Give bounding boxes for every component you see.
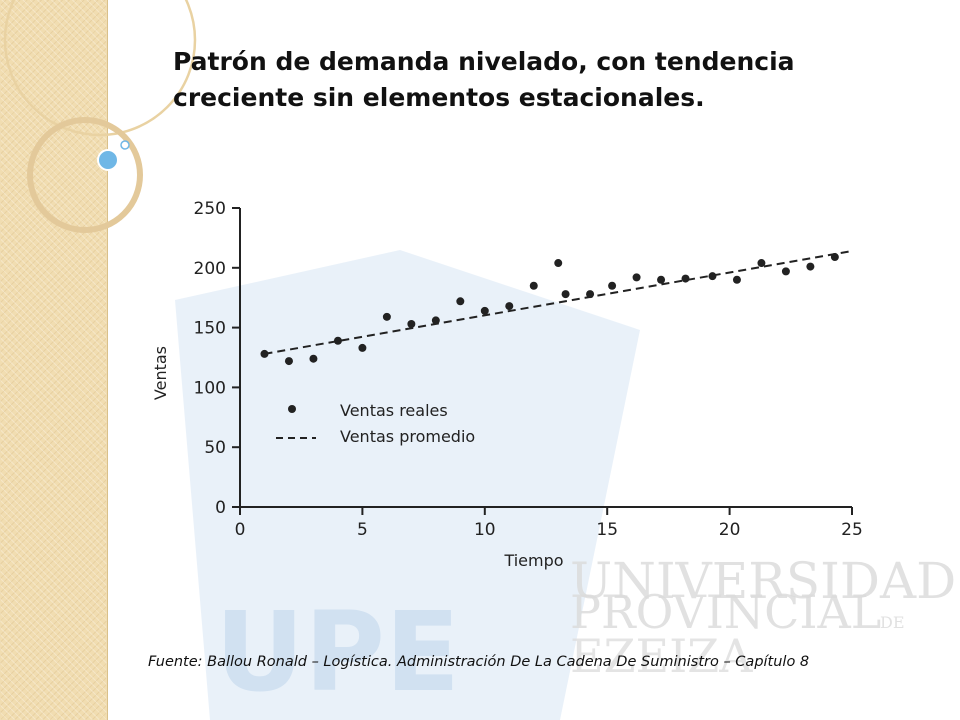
decorative-bubble-small xyxy=(120,140,130,150)
data-point xyxy=(554,259,563,268)
data-point xyxy=(586,290,595,299)
decorative-bubble-large xyxy=(97,149,119,171)
y-tick-label: 250 xyxy=(194,199,226,219)
slide-title-line2: creciente sin elementos estacionales. xyxy=(173,83,705,112)
legend: Ventas reales Ventas promedio xyxy=(276,401,475,446)
data-point xyxy=(608,281,617,290)
x-tick-label: 15 xyxy=(596,520,618,540)
watermark-logo: UPE xyxy=(215,588,460,716)
data-point xyxy=(806,262,815,271)
data-point xyxy=(732,275,741,284)
data-point xyxy=(358,343,367,352)
watermark-name-line2: PROVINCIAL xyxy=(570,585,881,639)
x-axis-title: Tiempo xyxy=(503,551,563,570)
actual-sales-series xyxy=(260,253,839,366)
source-citation: Fuente: Ballou Ronald – Logística. Admin… xyxy=(148,654,810,670)
y-tick-label: 0 xyxy=(215,498,226,518)
legend-label-trend: Ventas promedio xyxy=(340,427,475,446)
data-point xyxy=(632,273,641,282)
data-point xyxy=(757,259,766,268)
slide-title-line1: Patrón de demanda nivelado, con tendenci… xyxy=(173,47,795,76)
watermark-shield xyxy=(175,250,640,720)
trend-series xyxy=(264,250,853,355)
data-point xyxy=(480,306,489,315)
trend-line-segment xyxy=(264,250,853,355)
slide-title: Patrón de demanda nivelado, con tendenci… xyxy=(173,44,933,116)
x-tick-label: 0 xyxy=(235,520,246,540)
x-tick-label: 5 xyxy=(357,520,368,540)
decorative-rings xyxy=(3,0,197,233)
y-axis-title: Ventas xyxy=(151,346,170,400)
data-point xyxy=(431,316,440,325)
watermark-name-line3: EZEIZA xyxy=(570,629,753,683)
y-axis: 0 50 100 150 200 250 xyxy=(194,199,241,518)
data-point xyxy=(407,320,416,329)
data-point xyxy=(284,357,293,366)
data-point xyxy=(505,302,514,311)
data-point xyxy=(681,274,690,283)
data-point xyxy=(708,272,717,281)
y-tick-label: 100 xyxy=(194,378,226,398)
legend-marker-actual xyxy=(288,405,296,413)
watermark-name-suffix: DE xyxy=(880,613,905,632)
data-point xyxy=(830,253,839,262)
data-point xyxy=(561,290,570,299)
data-point xyxy=(260,349,269,358)
decorative-ring-large xyxy=(3,0,197,137)
data-point xyxy=(309,354,318,363)
x-tick-label: 10 xyxy=(474,520,496,540)
x-axis: 0 5 10 15 20 25 xyxy=(235,506,863,540)
y-tick-label: 150 xyxy=(194,319,226,339)
x-tick-label: 20 xyxy=(719,520,741,540)
data-point xyxy=(781,267,790,276)
data-point xyxy=(382,312,391,321)
decorative-ring-small xyxy=(27,117,143,233)
watermark-name-line1: UNIVERSIDAD xyxy=(570,552,956,610)
y-tick-label: 200 xyxy=(194,259,226,279)
data-point xyxy=(333,336,342,345)
x-tick-label: 25 xyxy=(841,520,863,540)
data-point xyxy=(657,275,666,284)
legend-label-actual: Ventas reales xyxy=(340,401,448,420)
y-tick-label: 50 xyxy=(204,438,226,458)
data-point xyxy=(456,297,465,306)
data-point xyxy=(529,281,538,290)
sales-scatter-chart: 0 50 100 150 200 250 0 5 10 15 20 25 Tiempo Ventas… xyxy=(151,199,863,570)
